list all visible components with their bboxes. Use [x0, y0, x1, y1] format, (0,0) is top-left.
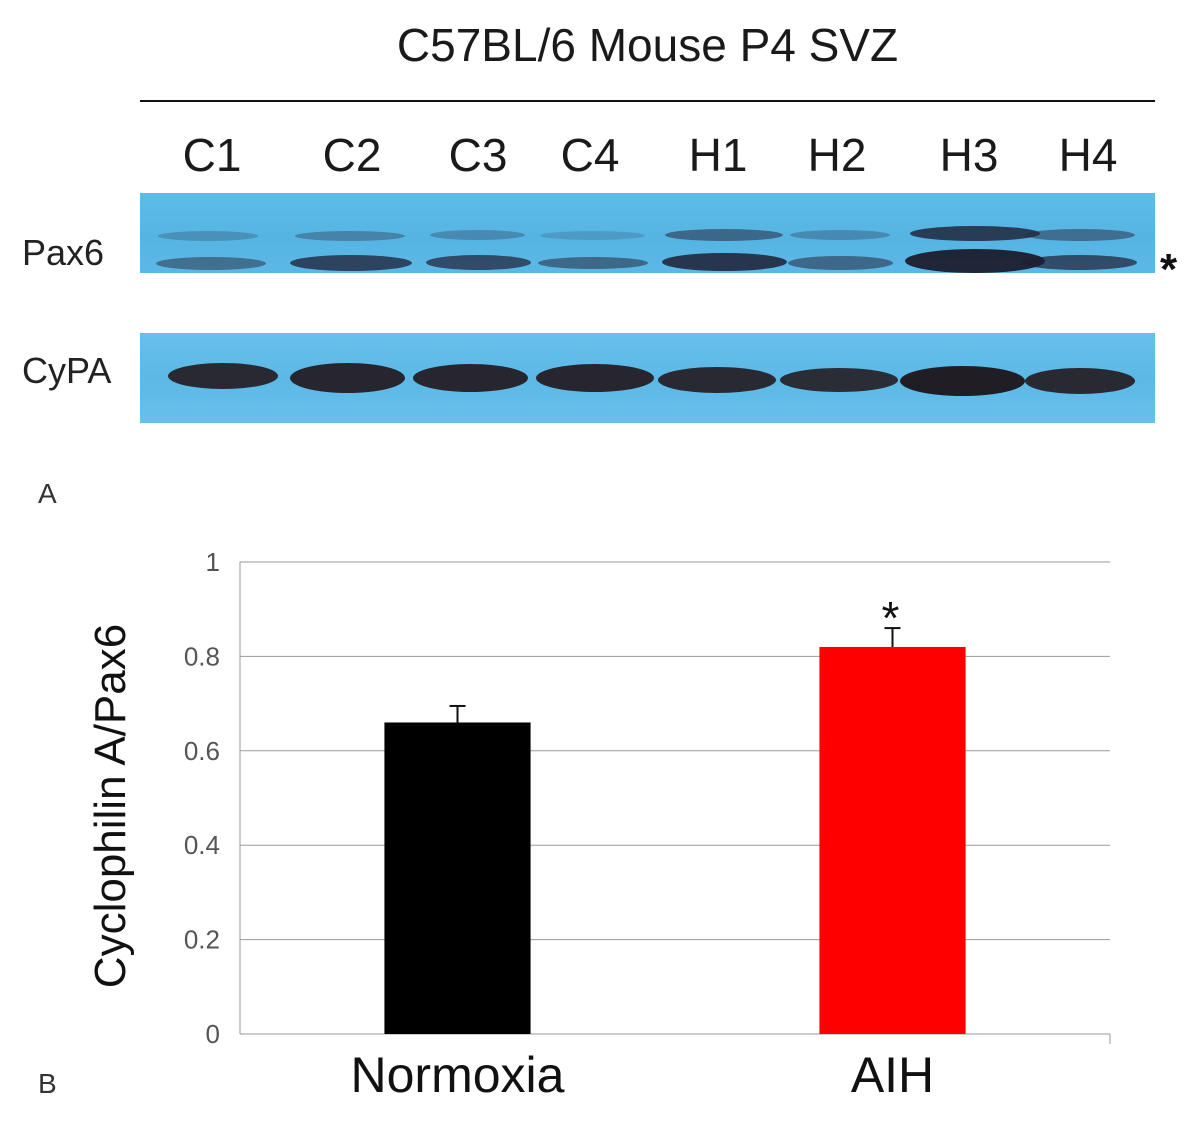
- pax6-upper-band-c2: [295, 231, 405, 241]
- pax6-lower-band-h1: [662, 253, 787, 271]
- pax6-blot-strip: [140, 193, 1155, 273]
- y-tick-label-1: 0.2: [184, 925, 220, 955]
- x-category-label-normoxia: Normoxia: [351, 1047, 565, 1103]
- bar-aih: [819, 646, 966, 1034]
- label-layer: 0 0.2 0.4 0.6 0.8 1 Normoxia AIH * Cyclophilin A/…: [86, 547, 934, 1103]
- cypa-band-c1: [168, 363, 278, 389]
- y-axis-label: Cyclophilin A/Pax6: [86, 624, 135, 988]
- pax6-lower-band-h2: [788, 256, 893, 270]
- significance-annotation-0: *: [882, 592, 900, 644]
- grid-layer: [240, 561, 1110, 941]
- panel-label-b: B: [38, 1068, 57, 1099]
- x-category-label-aih: AIH: [851, 1047, 934, 1103]
- y-tick-label-4: 0.8: [184, 641, 220, 671]
- y-tick-label-5: 1: [206, 547, 220, 577]
- blot-title: C57BL/6 Mouse P4 SVZ: [396, 19, 899, 71]
- row-label-cypa: CyPA: [22, 350, 112, 391]
- lane-label-h3: H3: [939, 129, 999, 181]
- pax6-lower-band-c1: [156, 257, 266, 270]
- lane-label-h4: H4: [1058, 129, 1118, 181]
- y-tick-label-2: 0.4: [184, 830, 220, 860]
- pax6-lower-band-h4: [1022, 255, 1137, 270]
- lane-label-c2: C2: [322, 129, 382, 181]
- pax6-marker-asterisk: *: [1160, 245, 1178, 294]
- cypa-band-c4: [536, 364, 654, 392]
- panel-label-a: A: [38, 478, 57, 509]
- axis-layer: [239, 562, 1111, 1044]
- pax6-upper-band-c4: [540, 231, 645, 240]
- title-rule: [140, 100, 1155, 102]
- pax6-lower-band-c3: [426, 255, 531, 270]
- cypa-band-c2: [290, 363, 405, 393]
- lane-label-h2: H2: [807, 129, 867, 181]
- cypa-band-c3: [413, 364, 528, 392]
- cypa-band-h2: [780, 368, 898, 392]
- pax6-upper-band-h4: [1025, 229, 1135, 241]
- pax6-upper-band-c3: [430, 230, 525, 240]
- row-label-pax6: Pax6: [22, 232, 105, 273]
- y-tick-label-0: 0: [206, 1019, 220, 1049]
- bar-layer: [384, 627, 966, 1034]
- pax6-upper-band-h1: [665, 229, 783, 241]
- bar-normoxia: [384, 722, 531, 1034]
- cypa-band-h4: [1025, 368, 1135, 394]
- pax6-lower-band-c4: [538, 257, 648, 269]
- y-tick-label-3: 0.6: [184, 736, 220, 766]
- pax6-lower-band-h3: [905, 249, 1045, 273]
- cypa-band-h1: [658, 367, 776, 393]
- lane-label-c3: C3: [448, 129, 508, 181]
- pax6-upper-band-c1: [158, 231, 258, 241]
- pax6-lower-band-c2: [290, 255, 412, 271]
- lane-label-c1: C1: [182, 129, 242, 181]
- lane-label-h1: H1: [688, 129, 748, 181]
- pax6-upper-band-h3: [910, 226, 1040, 241]
- cypa-blot-strip: [140, 333, 1155, 423]
- cypa-band-h3: [900, 366, 1025, 396]
- lane-label-c4: C4: [560, 129, 620, 181]
- pax6-upper-band-h2: [790, 230, 890, 240]
